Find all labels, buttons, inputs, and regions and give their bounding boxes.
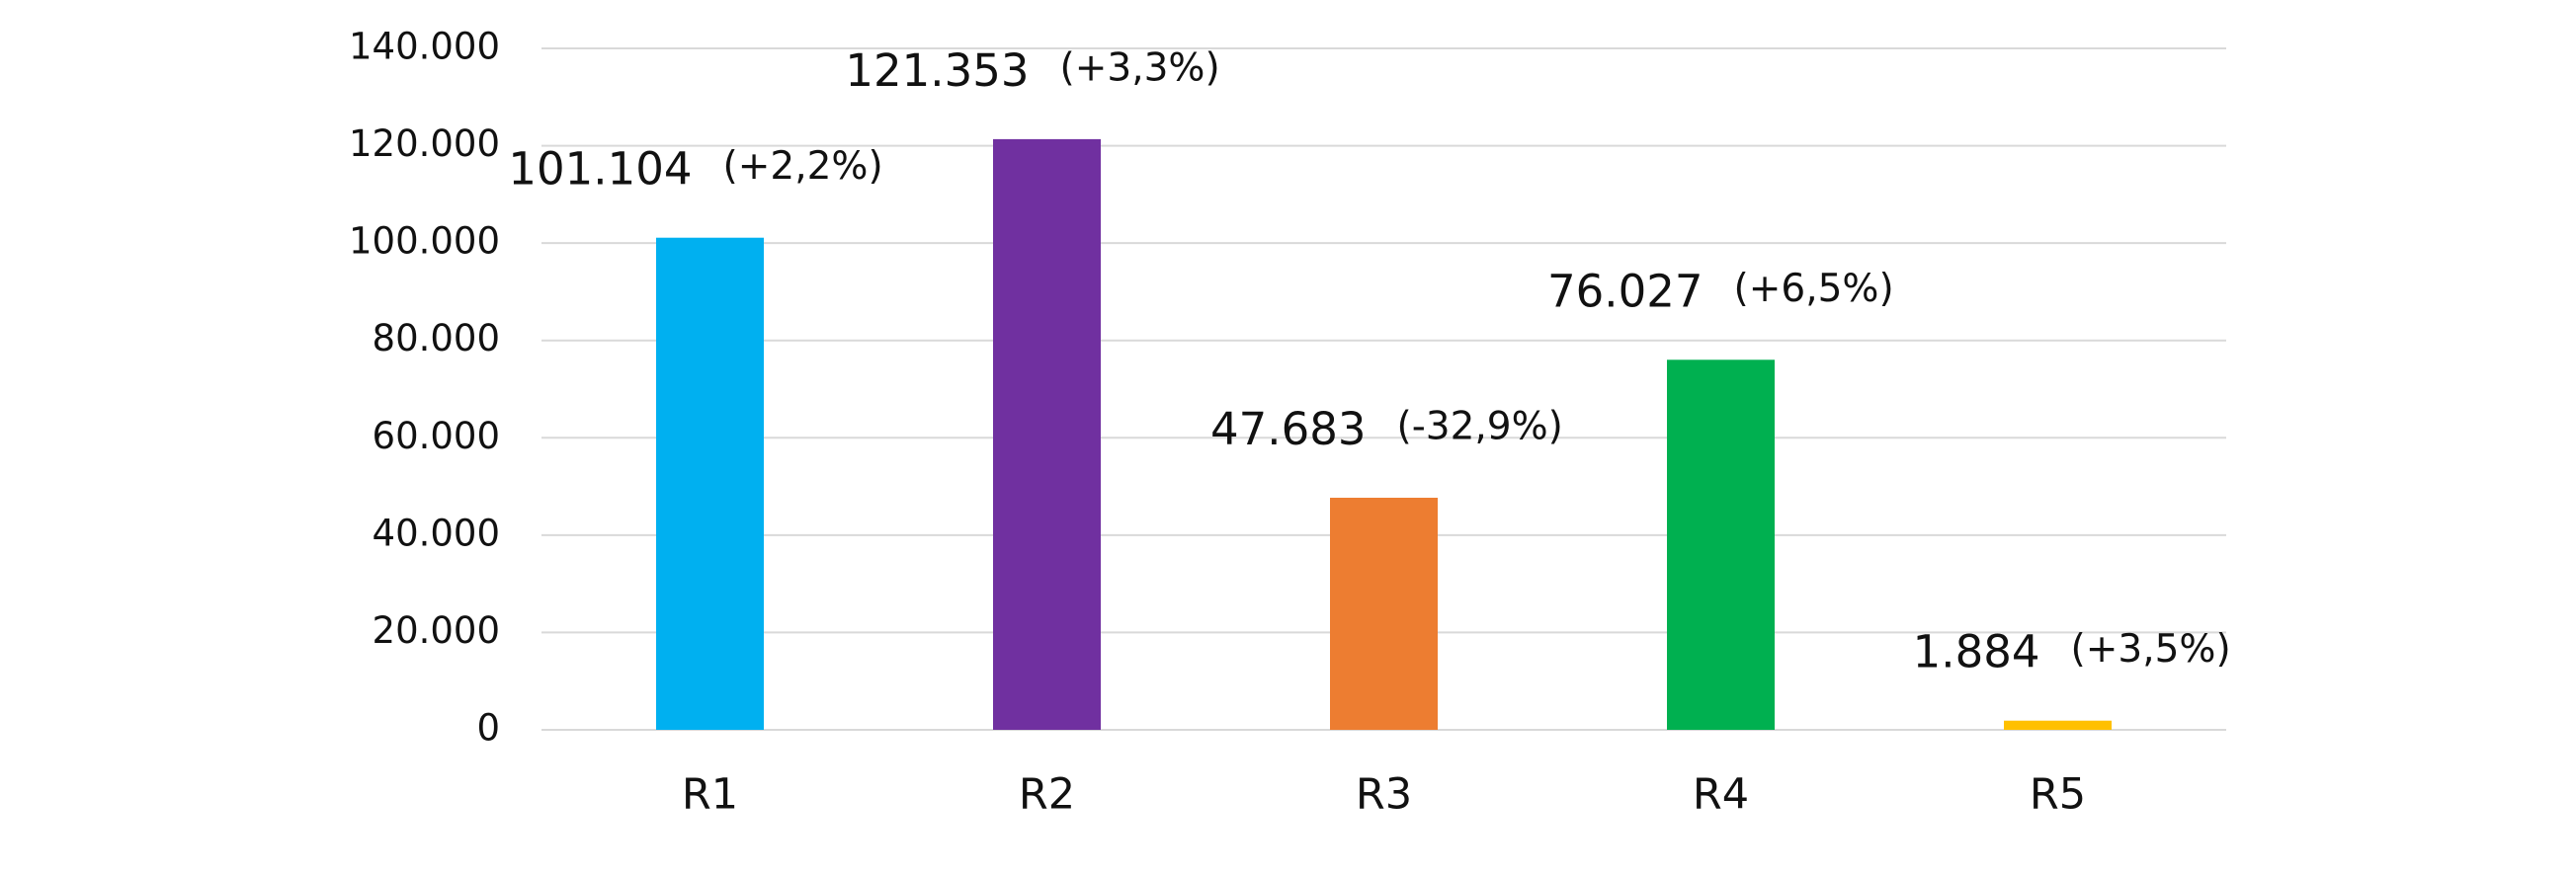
bar bbox=[2004, 720, 2112, 730]
y-tick-label: 140.000 bbox=[349, 26, 500, 68]
bar bbox=[1667, 359, 1775, 730]
y-tick-label: 80.000 bbox=[373, 317, 500, 359]
change-label: (+2,2%) bbox=[723, 144, 883, 189]
y-tick-label: 20.000 bbox=[373, 609, 500, 652]
bar bbox=[1330, 497, 1438, 730]
x-tick-label: R3 bbox=[1356, 770, 1412, 820]
x-tick-label: R1 bbox=[682, 770, 738, 820]
change-label: (+6,5%) bbox=[1734, 267, 1894, 311]
change-label: (-32,9%) bbox=[1397, 404, 1563, 448]
value-label: 101.104 bbox=[508, 143, 692, 196]
y-tick-label: 120.000 bbox=[349, 122, 500, 165]
x-tick-label: R5 bbox=[2030, 770, 2086, 820]
bar bbox=[656, 237, 764, 730]
bar bbox=[993, 138, 1101, 730]
y-tick-label: 100.000 bbox=[349, 220, 500, 263]
value-label: 47.683 bbox=[1210, 403, 1366, 455]
value-label: 121.353 bbox=[845, 44, 1029, 97]
x-tick-label: R2 bbox=[1019, 770, 1075, 820]
change-label: (+3,5%) bbox=[2071, 627, 2231, 672]
y-tick-label: 40.000 bbox=[373, 512, 500, 554]
value-label: 1.884 bbox=[1913, 626, 2040, 678]
y-tick-label: 60.000 bbox=[373, 415, 500, 457]
x-tick-label: R4 bbox=[1693, 770, 1749, 820]
change-label: (+3,3%) bbox=[1060, 45, 1220, 90]
value-label: 76.027 bbox=[1547, 265, 1703, 317]
y-tick-label: 0 bbox=[476, 707, 500, 750]
